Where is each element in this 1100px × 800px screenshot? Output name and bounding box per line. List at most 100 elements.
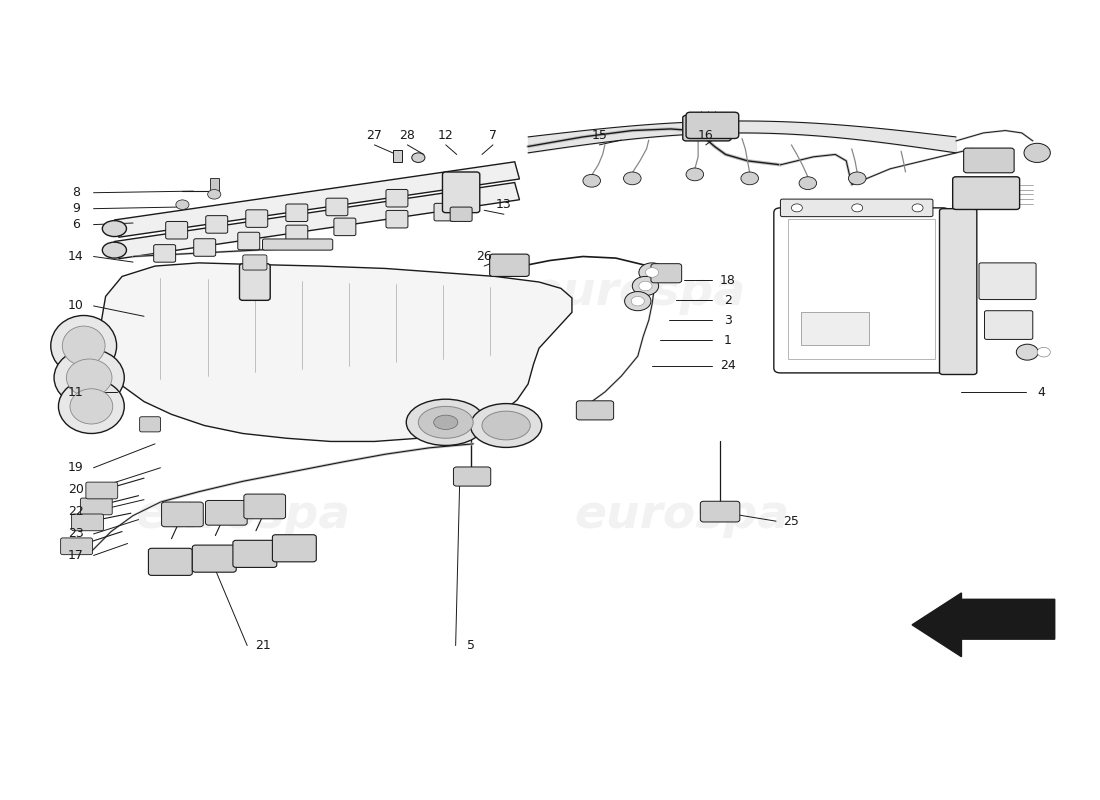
Circle shape — [208, 190, 221, 199]
FancyBboxPatch shape — [326, 198, 348, 216]
Polygon shape — [114, 182, 519, 258]
Circle shape — [851, 204, 862, 212]
Ellipse shape — [51, 315, 117, 376]
Text: 21: 21 — [255, 639, 271, 652]
FancyBboxPatch shape — [245, 210, 267, 227]
Circle shape — [639, 282, 652, 290]
FancyBboxPatch shape — [442, 172, 480, 213]
FancyBboxPatch shape — [240, 264, 271, 300]
Text: 28: 28 — [399, 129, 416, 142]
Circle shape — [639, 263, 665, 282]
Circle shape — [799, 177, 816, 190]
Ellipse shape — [58, 379, 124, 434]
FancyBboxPatch shape — [576, 401, 614, 420]
Circle shape — [624, 172, 641, 185]
FancyBboxPatch shape — [686, 112, 739, 138]
Text: eurospa: eurospa — [574, 493, 790, 538]
FancyBboxPatch shape — [154, 245, 176, 262]
FancyBboxPatch shape — [984, 310, 1033, 339]
FancyBboxPatch shape — [801, 311, 869, 345]
Ellipse shape — [482, 411, 530, 440]
Ellipse shape — [66, 359, 112, 396]
Ellipse shape — [102, 242, 126, 258]
Text: 24: 24 — [719, 359, 736, 372]
FancyBboxPatch shape — [86, 482, 118, 499]
FancyBboxPatch shape — [72, 514, 103, 530]
FancyBboxPatch shape — [244, 494, 286, 518]
Text: 10: 10 — [68, 299, 84, 313]
FancyBboxPatch shape — [953, 177, 1020, 210]
Text: 4: 4 — [1037, 386, 1045, 398]
Text: 25: 25 — [783, 514, 800, 528]
Circle shape — [741, 172, 759, 185]
Text: 22: 22 — [68, 505, 84, 518]
FancyBboxPatch shape — [773, 208, 949, 373]
Circle shape — [912, 204, 923, 212]
Text: 23: 23 — [68, 527, 84, 541]
Text: 19: 19 — [68, 462, 84, 474]
Ellipse shape — [471, 403, 542, 447]
Ellipse shape — [102, 221, 126, 237]
FancyBboxPatch shape — [238, 232, 260, 250]
Text: 12: 12 — [438, 129, 453, 142]
FancyBboxPatch shape — [651, 264, 682, 283]
FancyBboxPatch shape — [780, 199, 933, 217]
FancyBboxPatch shape — [140, 417, 161, 432]
Circle shape — [686, 168, 704, 181]
FancyBboxPatch shape — [286, 204, 308, 222]
FancyBboxPatch shape — [964, 148, 1014, 173]
FancyBboxPatch shape — [434, 203, 456, 221]
FancyBboxPatch shape — [386, 210, 408, 228]
Polygon shape — [84, 263, 572, 442]
Text: eurospa: eurospa — [135, 493, 351, 538]
FancyBboxPatch shape — [386, 190, 408, 207]
Polygon shape — [114, 162, 519, 237]
FancyBboxPatch shape — [939, 209, 977, 374]
Circle shape — [646, 268, 659, 278]
FancyBboxPatch shape — [194, 238, 216, 256]
Text: 3: 3 — [724, 314, 732, 326]
Text: 6: 6 — [73, 218, 80, 231]
Text: 2: 2 — [724, 294, 732, 307]
Ellipse shape — [418, 406, 473, 438]
FancyBboxPatch shape — [701, 502, 740, 522]
Circle shape — [632, 277, 659, 295]
FancyBboxPatch shape — [286, 225, 308, 242]
Text: 11: 11 — [68, 386, 84, 398]
Circle shape — [625, 291, 651, 310]
Circle shape — [1016, 344, 1038, 360]
FancyBboxPatch shape — [206, 501, 248, 525]
Text: 17: 17 — [68, 549, 84, 562]
Circle shape — [848, 172, 866, 185]
Text: 7: 7 — [488, 129, 497, 142]
Text: 5: 5 — [468, 639, 475, 652]
FancyBboxPatch shape — [162, 502, 204, 526]
Ellipse shape — [70, 389, 113, 424]
FancyBboxPatch shape — [243, 255, 267, 270]
FancyBboxPatch shape — [192, 545, 236, 572]
Ellipse shape — [406, 399, 485, 446]
Polygon shape — [912, 593, 1055, 657]
Text: 18: 18 — [719, 274, 736, 287]
FancyBboxPatch shape — [683, 115, 732, 141]
Ellipse shape — [433, 415, 458, 430]
FancyBboxPatch shape — [60, 538, 92, 554]
Circle shape — [1037, 347, 1050, 357]
FancyBboxPatch shape — [453, 467, 491, 486]
FancyBboxPatch shape — [148, 548, 192, 575]
Bar — [210, 178, 219, 193]
FancyBboxPatch shape — [233, 540, 277, 567]
Ellipse shape — [54, 349, 124, 406]
Text: 16: 16 — [697, 129, 714, 142]
FancyBboxPatch shape — [263, 239, 332, 250]
Text: 8: 8 — [72, 186, 80, 199]
Text: 15: 15 — [592, 129, 607, 142]
Text: 9: 9 — [73, 202, 80, 215]
Circle shape — [631, 296, 645, 306]
Text: eurospa: eurospa — [135, 270, 351, 315]
Text: 20: 20 — [68, 482, 84, 496]
Ellipse shape — [63, 326, 106, 366]
Bar — [393, 150, 402, 162]
Circle shape — [1024, 143, 1050, 162]
FancyBboxPatch shape — [490, 254, 529, 277]
